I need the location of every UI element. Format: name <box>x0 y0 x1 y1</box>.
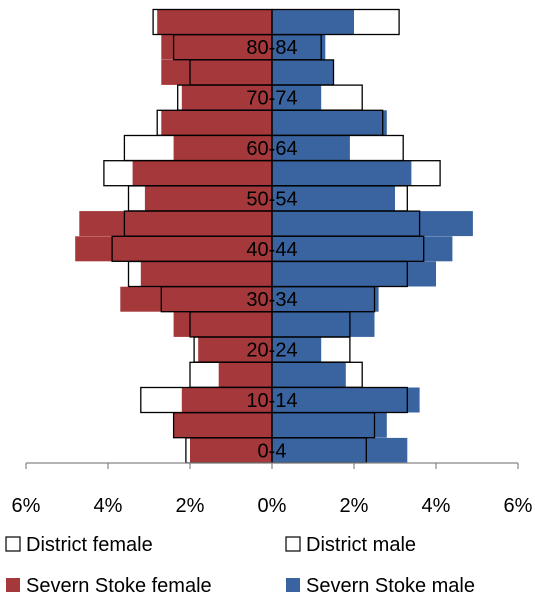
x-tick-label: 6% <box>504 495 533 517</box>
age-label-60-64: 60-64 <box>246 138 297 160</box>
bar-severn-stoke-male-10-14 <box>272 387 420 413</box>
bar-severn-stoke-female-75-79 <box>161 59 272 85</box>
bar-severn-stoke-male-60-64 <box>272 135 350 161</box>
bar-severn-stoke-male-5-9 <box>272 412 387 438</box>
age-label-0-4: 0-4 <box>258 440 287 462</box>
bar-severn-stoke-male-40-44 <box>272 236 453 262</box>
bar-severn-stoke-female-10-14 <box>181 387 272 413</box>
bar-severn-stoke-female-65-69 <box>161 110 272 136</box>
legend-label-severn-stoke-female: Severn Stoke female <box>26 575 212 597</box>
bar-severn-stoke-female-85 <box>157 9 272 35</box>
bar-severn-stoke-male-55-59 <box>272 160 412 186</box>
bar-severn-stoke-male-65-69 <box>272 110 387 136</box>
legend: District female District male Severn Stoke… <box>5 534 475 597</box>
bar-severn-stoke-female-30-34 <box>120 286 272 312</box>
bar-severn-stoke-female-5-9 <box>173 412 272 438</box>
age-label-70-74: 70-74 <box>246 88 297 110</box>
x-tick-label: 2% <box>176 495 205 517</box>
bar-severn-stoke-male-85 <box>272 9 354 35</box>
bar-severn-stoke-female-40-44 <box>75 236 272 262</box>
bar-severn-stoke-male-35-39 <box>272 261 436 287</box>
legend-swatch-severn-stoke-female <box>6 578 20 592</box>
x-tick-label: 4% <box>94 495 123 517</box>
age-label-80-84: 80-84 <box>246 37 297 59</box>
bar-severn-stoke-male-75-79 <box>272 59 334 85</box>
bar-severn-stoke-male-20-24 <box>272 337 322 363</box>
x-tick-labels: 6% 4% 2% 0% 2% 4% 6% <box>12 495 533 517</box>
bar-severn-stoke-female-35-39 <box>140 261 272 287</box>
age-group-labels: 0-4 10-14 20-24 30-34 40-44 50-54 60-64 70-74 80… <box>246 37 297 462</box>
bar-severn-stoke-female-25-29 <box>173 311 272 337</box>
bar-severn-stoke-male-45-49 <box>272 211 473 237</box>
x-axis <box>25 9 519 469</box>
bar-severn-stoke-female-0-4 <box>190 437 272 463</box>
legend-swatch-severn-stoke-male <box>286 578 300 592</box>
age-label-30-34: 30-34 <box>246 289 297 311</box>
x-tick-label: 2% <box>340 495 369 517</box>
bar-severn-stoke-female-50-54 <box>144 185 272 211</box>
bar-severn-stoke-female-15-19 <box>218 362 272 388</box>
bar-severn-stoke-male-15-19 <box>272 362 346 388</box>
legend-label-district-female: District female <box>26 534 153 556</box>
bar-severn-stoke-female-70-74 <box>181 85 272 111</box>
bar-severn-stoke-male-25-29 <box>272 311 375 337</box>
x-tick-label: 4% <box>422 495 451 517</box>
bar-severn-stoke-male-30-34 <box>272 286 379 312</box>
bar-severn-stoke-female-20-24 <box>198 337 272 363</box>
bar-severn-stoke-female-80-84 <box>161 34 272 60</box>
age-label-50-54: 50-54 <box>246 188 297 210</box>
bar-severn-stoke-male-50-54 <box>272 185 395 211</box>
legend-swatch-district-male <box>285 536 301 552</box>
legend-label-severn-stoke-male: Severn Stoke male <box>306 575 475 597</box>
bar-severn-stoke-female-55-59 <box>132 160 272 186</box>
severn-stoke-bars <box>75 9 473 463</box>
age-label-20-24: 20-24 <box>246 340 297 362</box>
bar-severn-stoke-male-0-4 <box>272 437 408 463</box>
x-tick-label: 0% <box>258 495 287 517</box>
age-label-10-14: 10-14 <box>246 390 297 412</box>
x-tick-label: 6% <box>12 495 41 517</box>
age-label-40-44: 40-44 <box>246 239 297 261</box>
legend-label-district-male: District male <box>306 534 416 556</box>
legend-swatch-district-female <box>5 536 21 552</box>
bar-severn-stoke-female-60-64 <box>173 135 272 161</box>
bar-severn-stoke-male-70-74 <box>272 85 322 111</box>
bar-severn-stoke-female-45-49 <box>79 211 272 237</box>
bar-severn-stoke-male-80-84 <box>272 34 326 60</box>
